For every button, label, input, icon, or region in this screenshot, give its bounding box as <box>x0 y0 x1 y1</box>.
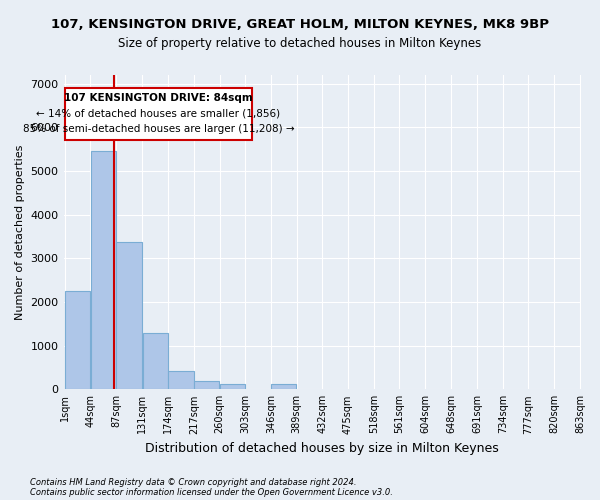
X-axis label: Distribution of detached houses by size in Milton Keynes: Distribution of detached houses by size … <box>145 442 499 455</box>
Text: 107 KENSINGTON DRIVE: 84sqm: 107 KENSINGTON DRIVE: 84sqm <box>64 92 253 102</box>
Text: ← 14% of detached houses are smaller (1,856): ← 14% of detached houses are smaller (1,… <box>37 108 281 118</box>
Text: Size of property relative to detached houses in Milton Keynes: Size of property relative to detached ho… <box>118 38 482 51</box>
Bar <box>194 381 220 390</box>
Bar <box>91 152 116 390</box>
Bar <box>143 334 168 390</box>
Bar <box>220 384 245 390</box>
Text: Contains HM Land Registry data © Crown copyright and database right 2024.: Contains HM Land Registry data © Crown c… <box>30 478 356 487</box>
Y-axis label: Number of detached properties: Number of detached properties <box>15 144 25 320</box>
Text: 85% of semi-detached houses are larger (11,208) →: 85% of semi-detached houses are larger (… <box>23 124 295 134</box>
Bar <box>65 291 90 390</box>
Text: 107, KENSINGTON DRIVE, GREAT HOLM, MILTON KEYNES, MK8 9BP: 107, KENSINGTON DRIVE, GREAT HOLM, MILTO… <box>51 18 549 30</box>
Bar <box>271 384 296 390</box>
Bar <box>168 370 194 390</box>
FancyBboxPatch shape <box>65 88 252 141</box>
Bar <box>116 242 142 390</box>
Text: Contains public sector information licensed under the Open Government Licence v3: Contains public sector information licen… <box>30 488 393 497</box>
